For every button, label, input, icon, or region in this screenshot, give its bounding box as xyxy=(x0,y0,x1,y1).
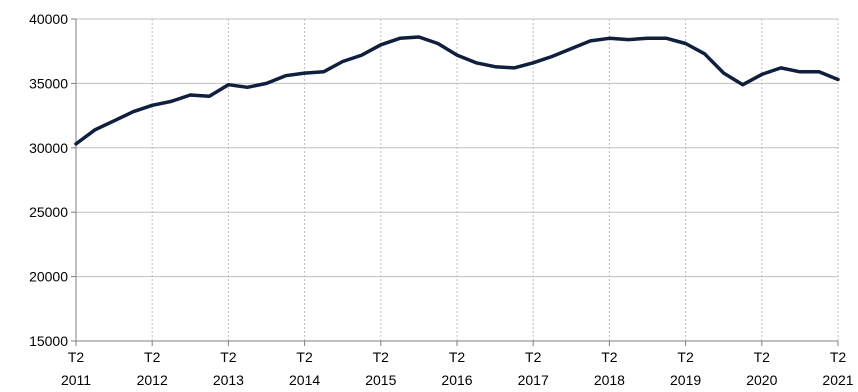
axes xyxy=(71,18,839,346)
series-layer xyxy=(74,35,840,146)
x-tick-label: T2 xyxy=(220,349,237,365)
x-tick-label: T2 xyxy=(68,349,85,365)
y-tick-label: 25000 xyxy=(29,204,68,220)
y-tick-label: 40000 xyxy=(29,11,68,27)
y-tick-label: 30000 xyxy=(29,140,68,156)
x-tick-label: T2 xyxy=(296,349,313,365)
x-tick-label: T2 xyxy=(601,349,618,365)
x-tick-label: T2 xyxy=(449,349,466,365)
x-tick-label-year: 2013 xyxy=(213,372,244,388)
x-tick-label-year: 2019 xyxy=(670,372,701,388)
grid xyxy=(76,18,839,341)
x-tick-label-year: 2020 xyxy=(746,372,777,388)
x-tick-label-year: 2015 xyxy=(365,372,396,388)
x-tick-label: T2 xyxy=(373,349,390,365)
y-tick-label: 20000 xyxy=(29,269,68,285)
x-tick-label-year: 2017 xyxy=(518,372,549,388)
x-tick-label: T2 xyxy=(525,349,542,365)
x-tick-label-year: 2014 xyxy=(289,372,320,388)
x-tick-label-year: 2021 xyxy=(822,372,853,388)
x-tick-label: T2 xyxy=(144,349,161,365)
x-tick-label: T2 xyxy=(754,349,771,365)
tick-labels: 15000 20000 25000 30000 35000 40000 T2 2011 T2 20… xyxy=(29,11,854,388)
y-tick-label: 15000 xyxy=(29,333,68,349)
x-tick-label-year: 2016 xyxy=(441,372,472,388)
x-tick-label: T2 xyxy=(830,349,847,365)
x-tick-label-year: 2011 xyxy=(61,372,91,388)
x-tick-label-year: 2012 xyxy=(137,372,168,388)
x-tick-label: T2 xyxy=(677,349,694,365)
x-tick-label-year: 2018 xyxy=(594,372,625,388)
y-tick-label: 35000 xyxy=(29,75,68,91)
series-line xyxy=(74,35,840,146)
